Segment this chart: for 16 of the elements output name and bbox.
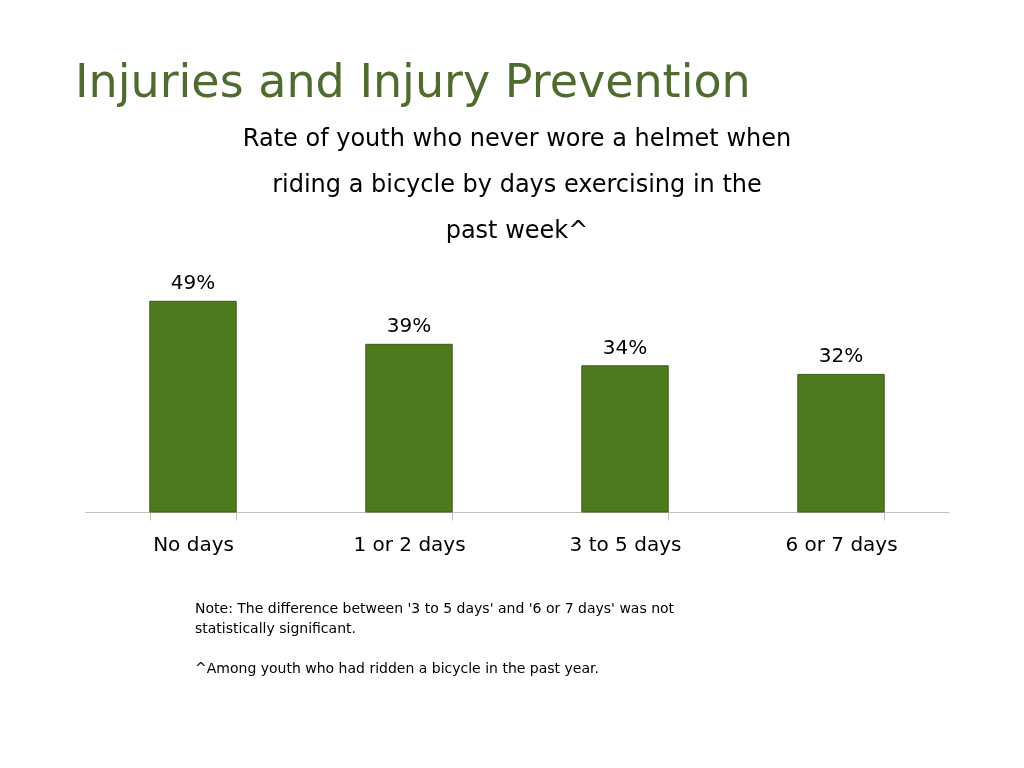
x-tick-label: 1 or 2 days bbox=[353, 531, 466, 556]
data-label: 32% bbox=[818, 343, 864, 368]
chart-title: Injuries and Injury Prevention bbox=[75, 54, 751, 109]
bar bbox=[797, 373, 885, 513]
x-tick-label: 6 or 7 days bbox=[785, 531, 898, 556]
text: Note: The difference between '3 to 5 days' and '6 or 7 days' was not statistically significant. bbox=[195, 600, 675, 636]
chart-subtitle: Rate of youth who never wore a helmet when riding a bicycle by days exercising in the past week^ bbox=[242, 124, 792, 245]
text: ^Among youth who had ridden a bicycle in the past year. bbox=[195, 660, 599, 676]
bar bbox=[581, 365, 669, 513]
data-label: 34% bbox=[602, 334, 648, 359]
x-tick-label: No days bbox=[153, 531, 234, 556]
bar bbox=[365, 343, 453, 513]
bar bbox=[149, 300, 237, 513]
data-label: 49% bbox=[170, 270, 216, 295]
x-tick-label: 3 to 5 days bbox=[569, 531, 682, 556]
data-label: 39% bbox=[386, 313, 432, 338]
